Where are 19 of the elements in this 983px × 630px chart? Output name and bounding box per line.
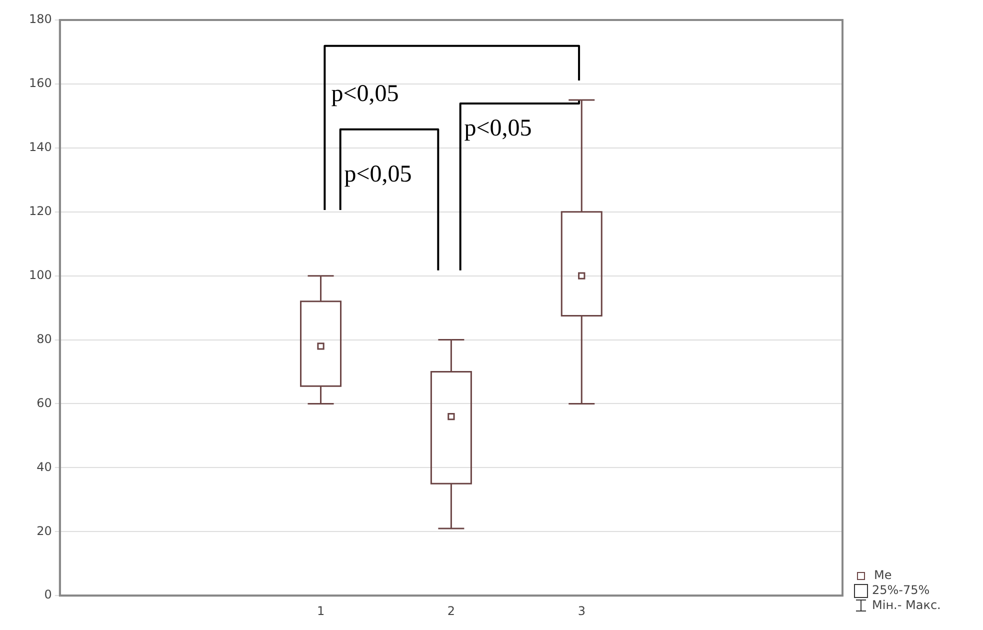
annotation: p<0,05 — [331, 81, 399, 108]
y-tick-label: 180 — [29, 12, 52, 26]
y-tick-label: 80 — [36, 332, 52, 346]
y-tick-label: 120 — [29, 204, 52, 218]
y-tick-label: 40 — [36, 460, 52, 474]
x-tick-label: 1 — [316, 604, 325, 618]
text: Мін.- Макс. — [872, 598, 941, 613]
y-tick-label: 140 — [29, 140, 52, 154]
text: Me — [874, 568, 892, 583]
y-tick-label: 160 — [29, 76, 52, 90]
y-tick-label: 20 — [36, 524, 52, 538]
x-tick-label: 2 — [447, 604, 456, 618]
x-tick-label: 3 — [578, 604, 586, 618]
annotation: p<0,05 — [344, 162, 412, 188]
y-tick-label: 100 — [29, 268, 52, 282]
annotation: p<0,05 — [464, 116, 532, 142]
y-tick-label: 60 — [36, 396, 52, 410]
y-tick-label: 0 — [44, 588, 52, 602]
text: 25%-75% — [872, 583, 930, 598]
